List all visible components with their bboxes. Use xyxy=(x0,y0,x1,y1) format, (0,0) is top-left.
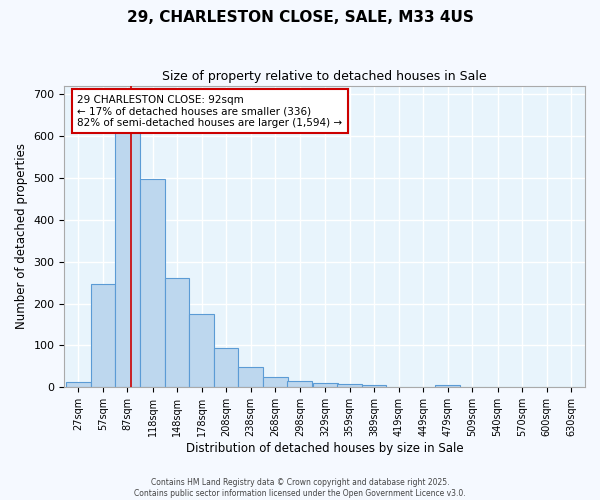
Bar xyxy=(362,385,386,388)
Bar xyxy=(313,382,338,388)
Text: Contains HM Land Registry data © Crown copyright and database right 2025.
Contai: Contains HM Land Registry data © Crown c… xyxy=(134,478,466,498)
Bar xyxy=(337,384,362,388)
Text: 29, CHARLESTON CLOSE, SALE, M33 4US: 29, CHARLESTON CLOSE, SALE, M33 4US xyxy=(127,10,473,25)
Bar xyxy=(66,382,91,388)
Bar xyxy=(263,378,287,388)
Bar xyxy=(190,314,214,388)
Bar xyxy=(238,367,263,388)
Bar xyxy=(115,116,140,388)
Bar xyxy=(214,348,238,388)
Bar xyxy=(287,382,312,388)
X-axis label: Distribution of detached houses by size in Sale: Distribution of detached houses by size … xyxy=(186,442,464,455)
Bar xyxy=(165,278,190,388)
Text: 29 CHARLESTON CLOSE: 92sqm
← 17% of detached houses are smaller (336)
82% of sem: 29 CHARLESTON CLOSE: 92sqm ← 17% of deta… xyxy=(77,94,343,128)
Bar xyxy=(436,386,460,388)
Y-axis label: Number of detached properties: Number of detached properties xyxy=(15,144,28,330)
Bar xyxy=(91,284,115,388)
Title: Size of property relative to detached houses in Sale: Size of property relative to detached ho… xyxy=(163,70,487,83)
Bar xyxy=(140,179,165,388)
